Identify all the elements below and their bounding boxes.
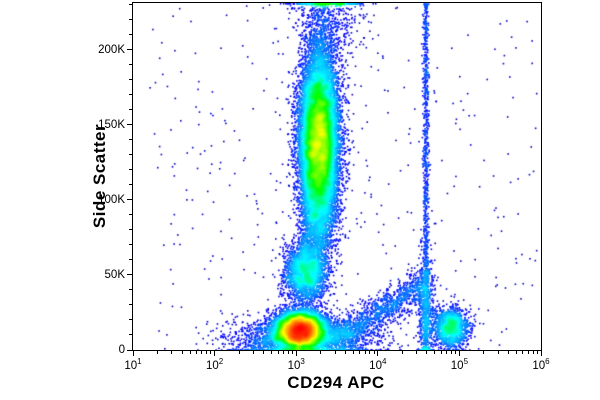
y-axis-title: Side Scatter (90, 123, 109, 229)
x-tick-minor (373, 351, 375, 354)
x-tick-minor (287, 351, 289, 354)
x-tick-minor (283, 351, 285, 354)
x-tick-minor (527, 351, 529, 354)
x-tick-minor (253, 351, 255, 354)
x-tick-minor (522, 351, 524, 354)
x-tick-major (540, 351, 542, 356)
x-tick-minor (277, 351, 279, 354)
x-tick-minor (450, 351, 452, 354)
x-tick-major (214, 351, 216, 356)
x-tick-minor (352, 351, 354, 354)
x-tick-label: 105 (450, 357, 469, 372)
x-tick-minor (334, 351, 336, 354)
x-tick-major (458, 351, 460, 356)
x-tick-label: 106 (532, 357, 550, 372)
x-axis-title: CD294 APC (287, 373, 385, 392)
x-tick-minor (440, 351, 442, 354)
x-tick-minor (434, 351, 436, 354)
x-tick-minor (536, 351, 538, 354)
x-tick-minor (426, 351, 428, 354)
x-tick-minor (416, 351, 418, 354)
x-tick-minor (189, 351, 191, 354)
x-tick-label: 104 (369, 357, 387, 372)
x-tick-minor (359, 351, 361, 354)
x-tick-minor (369, 351, 371, 354)
x-tick-minor (171, 351, 173, 354)
x-tick-minor (483, 351, 485, 354)
x-tick-minor (181, 351, 183, 354)
x-tick-minor (201, 351, 203, 354)
x-tick-minor (515, 351, 517, 354)
x-tick-minor (508, 351, 510, 354)
x-tick-minor (291, 351, 293, 354)
x-tick-minor (206, 351, 208, 354)
x-tick-minor (364, 351, 366, 354)
x-tick-minor (271, 351, 273, 354)
x-tick-minor (446, 351, 448, 354)
x-tick-minor (210, 351, 212, 354)
x-tick-major (295, 351, 297, 356)
x-tick-minor (532, 351, 534, 354)
x-tick-minor (497, 351, 499, 354)
plot-area (132, 2, 542, 351)
density-plot-canvas (133, 3, 541, 350)
x-tick-minor (344, 351, 346, 354)
x-tick-minor (157, 351, 159, 354)
y-tick-label: 200K (98, 43, 125, 56)
x-tick-label: 103 (287, 357, 305, 372)
x-tick-minor (238, 351, 240, 354)
y-tick-label: 50K (104, 268, 125, 281)
x-tick-label: 101 (124, 357, 142, 372)
x-tick-minor (455, 351, 457, 354)
x-tick-minor (320, 351, 322, 354)
x-tick-major (132, 351, 134, 356)
y-tick-label: 0 (118, 344, 125, 356)
x-tick-minor (263, 351, 265, 354)
x-tick-label: 102 (205, 357, 224, 372)
x-tick-major (377, 351, 379, 356)
x-tick-minor (401, 351, 403, 354)
x-tick-minor (195, 351, 197, 354)
